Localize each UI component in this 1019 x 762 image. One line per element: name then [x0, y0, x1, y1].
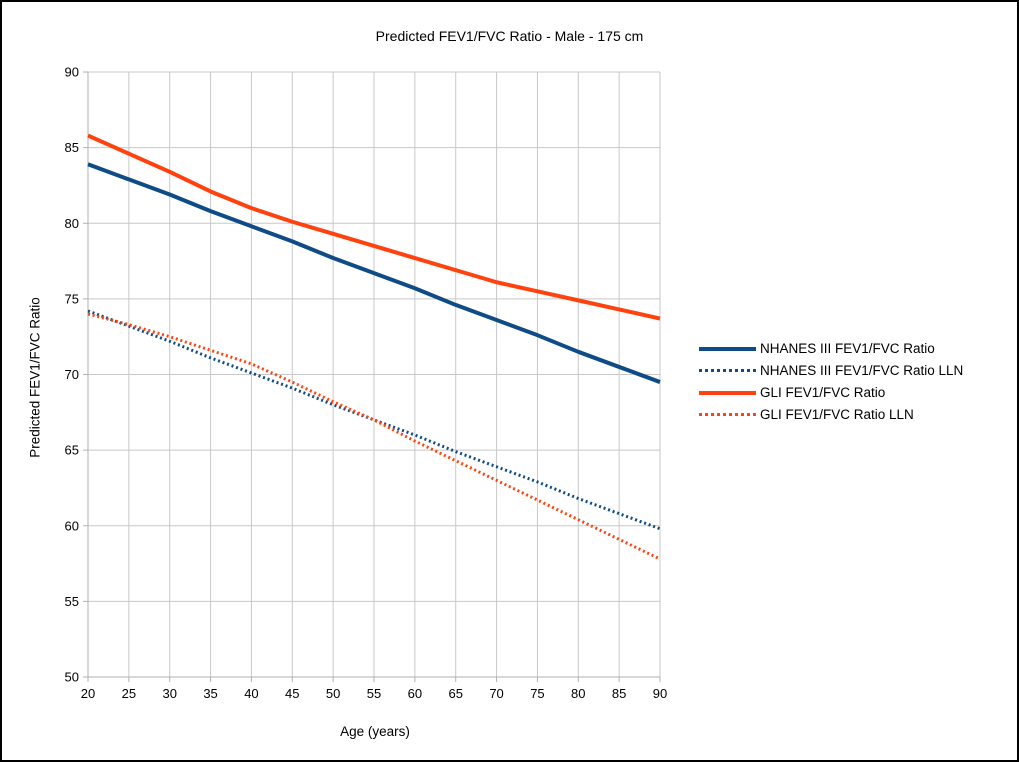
chart-title: Predicted FEV1/FVC Ratio - Male - 175 cm: [375, 28, 644, 44]
legend-label: GLI FEV1/FVC Ratio LLN: [760, 407, 914, 422]
x-tick-label: 65: [448, 686, 462, 701]
x-tick-label: 75: [530, 686, 544, 701]
x-axis-title: Age (years): [340, 724, 410, 739]
y-tick-label: 65: [65, 443, 79, 458]
legend-label: NHANES III FEV1/FVC Ratio: [760, 341, 935, 356]
x-tick-label: 25: [122, 686, 136, 701]
y-tick-label: 75: [65, 291, 79, 306]
series-line-dotted: [87, 309, 661, 531]
legend-label: GLI FEV1/FVC Ratio: [760, 385, 886, 400]
y-tick-label: 85: [65, 140, 79, 155]
y-tick-label: 60: [65, 518, 79, 533]
x-tick-label: 90: [653, 686, 667, 701]
legend-item: NHANES III FEV1/FVC Ratio LLN: [699, 363, 963, 378]
x-tick-label: 55: [367, 686, 381, 701]
y-tick-label: 55: [65, 594, 79, 609]
x-tick-label: 80: [571, 686, 585, 701]
series-line-solid: [87, 133, 661, 321]
x-tick-label: 60: [408, 686, 422, 701]
y-tick-label: 70: [65, 367, 79, 382]
x-tick-label: 30: [162, 686, 176, 701]
y-tick-label: 50: [65, 670, 79, 685]
chart-legend: NHANES III FEV1/FVC Ratio NHANES III FEV1…: [699, 341, 963, 422]
x-tick-label: 50: [326, 686, 340, 701]
y-tick-label: 90: [65, 65, 79, 80]
legend-line-sample-solid: [699, 346, 756, 351]
series-line-solid: [87, 162, 661, 384]
x-tick-label: 20: [81, 686, 95, 701]
x-tick-label: 40: [244, 686, 258, 701]
legend-line-sample-dotted: [699, 413, 756, 416]
legend-item: GLI FEV1/FVC Ratio LLN: [699, 407, 963, 422]
legend-label: NHANES III FEV1/FVC Ratio LLN: [760, 363, 964, 378]
legend-item: NHANES III FEV1/FVC Ratio: [699, 341, 963, 356]
legend-line-sample-solid: [699, 390, 756, 395]
legend-item: GLI FEV1/FVC Ratio: [699, 385, 963, 400]
legend-line-sample-dotted: [699, 369, 756, 372]
x-tick-label: 85: [612, 686, 626, 701]
x-tick-label: 35: [203, 686, 217, 701]
y-tick-label: 80: [65, 216, 79, 231]
x-tick-label: 70: [489, 686, 503, 701]
x-tick-label: 45: [285, 686, 299, 701]
